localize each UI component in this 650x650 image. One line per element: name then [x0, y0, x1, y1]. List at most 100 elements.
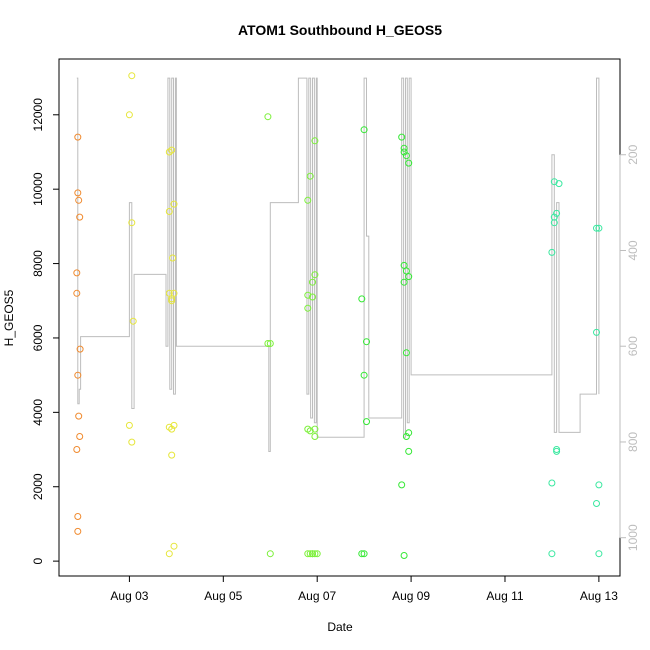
x-axis-label: Date: [327, 620, 353, 634]
data-point-series-1: [75, 196, 83, 204]
data-point-series-2: [125, 421, 133, 429]
data-point-series-5: [548, 248, 556, 256]
data-point-series-5: [595, 481, 603, 489]
plot-frame: [58, 58, 621, 577]
data-point-series-3: [264, 113, 272, 121]
data-point-series-4: [402, 349, 410, 357]
right-tick-label: 600: [626, 336, 640, 356]
data-point-series-4: [398, 481, 406, 489]
data-point-series-2: [129, 317, 137, 325]
x-tick-label: Aug 09: [392, 589, 430, 603]
data-point-series-1: [73, 269, 81, 277]
data-point-series-4: [400, 552, 408, 559]
data-point-series-4: [398, 133, 406, 141]
data-point-series-4: [402, 152, 410, 160]
data-point-series-4: [402, 433, 410, 440]
data-point-series-4: [360, 126, 368, 134]
x-tick-label: Aug 11: [486, 589, 523, 603]
data-point-series-4: [363, 418, 370, 426]
data-point-series-2: [170, 200, 178, 208]
data-point-series-4: [400, 144, 408, 152]
data-point-series-4: [405, 429, 413, 437]
data-point-series-1: [73, 289, 81, 297]
right-tick-label: 400: [626, 240, 640, 260]
x-tick-label: Aug 07: [298, 589, 336, 603]
data-point-series-2: [125, 111, 133, 119]
data-point-series-3: [304, 304, 312, 312]
x-tick-label: Aug 13: [580, 589, 618, 603]
data-point-series-3: [264, 340, 272, 347]
y-tick-label: 12000: [31, 98, 45, 132]
right-tick-label: 800: [626, 432, 640, 452]
chart-title: ATOM1 Southbound H_GEOS5: [238, 22, 442, 38]
data-point-series-3: [304, 291, 312, 299]
data-point-series-2: [165, 208, 173, 215]
data-point-series-1: [76, 213, 84, 221]
data-point-series-4: [400, 278, 408, 286]
data-point-series-5: [595, 550, 603, 558]
data-point-series-5: [555, 180, 563, 188]
data-point-series-4: [400, 261, 408, 269]
data-point-series-3: [309, 550, 316, 558]
y-tick-label: 4000: [31, 399, 45, 426]
data-point-series-4: [405, 159, 413, 167]
pressure-track-layer: [76, 77, 600, 452]
data-point-series-2: [165, 289, 173, 297]
data-point-series-1: [74, 133, 82, 141]
data-point-series-3: [311, 137, 319, 145]
data-point-series-3: [306, 172, 314, 180]
data-point-series-2: [169, 254, 177, 262]
data-point-series-1: [74, 513, 82, 520]
data-point-series-4: [360, 371, 368, 379]
data-point-series-3: [311, 271, 319, 279]
data-point-series-4: [405, 273, 413, 281]
data-point-series-3: [309, 278, 316, 286]
y-tick-label: 10000: [31, 172, 45, 206]
data-point-series-1: [73, 446, 81, 453]
data-point-series-3: [311, 433, 319, 440]
data-point-series-5: [548, 550, 556, 558]
data-point-series-5: [553, 446, 561, 453]
data-point-series-3: [304, 196, 312, 204]
y-axis-label: H_GEOS5: [2, 289, 16, 346]
data-point-series-5: [595, 224, 603, 232]
x-axis: Aug 03 Aug 05 Aug 07 Aug 09 Aug 11 Aug 13: [110, 576, 618, 603]
data-point-series-4: [405, 447, 413, 455]
data-point-series-3: [266, 340, 274, 347]
right-pressure-axis: 200 400 600 800 1000: [619, 144, 640, 551]
y-axis: 0 2000 4000 6000 8000 10000 12000: [31, 98, 59, 564]
data-point-series-2: [168, 425, 176, 433]
data-point-series-1: [74, 189, 82, 197]
data-point-series-5: [553, 447, 561, 455]
right-tick-label: 200: [626, 144, 640, 164]
y-tick-label: 2000: [31, 473, 45, 500]
data-point-series-2: [168, 451, 176, 459]
data-point-series-2: [170, 421, 178, 429]
data-point-series-3: [266, 550, 274, 558]
data-point-series-3: [306, 427, 314, 435]
data-point-series-2: [168, 297, 176, 305]
data-point-series-2: [168, 146, 176, 154]
data-point-series-5: [550, 213, 558, 221]
right-tick-label: 1000: [626, 524, 640, 551]
pressure-line: [76, 77, 600, 452]
data-point-series-1: [76, 345, 84, 353]
data-point-series-1: [75, 412, 83, 420]
data-point-series-5: [548, 479, 556, 487]
data-point-series-5: [553, 209, 561, 217]
data-point-series-4: [363, 338, 370, 346]
x-tick-label: Aug 03: [110, 589, 148, 603]
x-tick-label: Aug 05: [204, 589, 242, 603]
data-point-series-2: [128, 72, 136, 80]
data-point-series-3: [309, 293, 316, 301]
data-point-series-5: [593, 224, 600, 232]
data-point-series-4: [402, 267, 410, 275]
data-point-series-3: [311, 425, 319, 433]
data-point-series-4: [360, 550, 368, 558]
data-point-series-2: [128, 219, 136, 227]
data-point-series-2: [170, 542, 178, 550]
data-point-series-3: [306, 550, 314, 558]
y-tick-label: 0: [31, 557, 45, 564]
data-point-series-2: [170, 289, 178, 297]
